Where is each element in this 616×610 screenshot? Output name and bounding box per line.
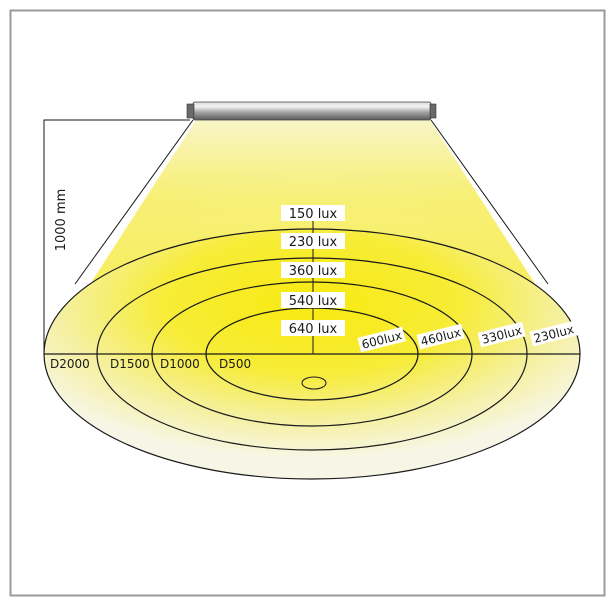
center-lux-label-640: 640 lux xyxy=(289,322,338,337)
label-bg-150 xyxy=(281,205,345,221)
diameter-label-d1000: D1000 xyxy=(160,357,200,371)
height-dimension-line xyxy=(43,119,190,354)
diameter-label-d1500: D1500 xyxy=(110,357,150,371)
cone-edge-right xyxy=(430,119,549,285)
ring-label-bg-460 xyxy=(416,323,465,350)
luminaire-endcap-right xyxy=(429,103,437,119)
ring-lux-labels: 600lux 460lux 330lux 230lux xyxy=(357,320,578,353)
ring-label-bg-230 xyxy=(529,320,578,347)
label-bg-230 xyxy=(281,233,345,249)
label-bg-360 xyxy=(281,262,345,278)
cone-edge-left xyxy=(74,119,194,285)
center-lux-labels: 150 lux 230 lux 360 lux 540 lux 640 lux xyxy=(281,205,345,337)
ring-label-bg-330 xyxy=(477,321,526,348)
center-lux-label-360: 360 lux xyxy=(289,264,338,279)
label-bg-640 xyxy=(281,320,345,336)
height-label: 1000 mm xyxy=(54,189,69,252)
center-lux-label-230: 230 lux xyxy=(289,235,338,250)
diameter-labels: D2000 D1500 D1000 D500 xyxy=(50,357,251,371)
ring-label-bg-600 xyxy=(357,326,406,353)
diameter-label-d500: D500 xyxy=(219,357,251,371)
diameter-label-d2000: D2000 xyxy=(50,357,90,371)
center-lux-label-540: 540 lux xyxy=(289,294,338,309)
center-spot xyxy=(301,376,327,390)
center-lux-label-150: 150 lux xyxy=(289,207,338,222)
luminaire-body xyxy=(192,101,432,121)
luminaire-endcap-left xyxy=(186,103,195,119)
label-bg-540 xyxy=(281,292,345,308)
